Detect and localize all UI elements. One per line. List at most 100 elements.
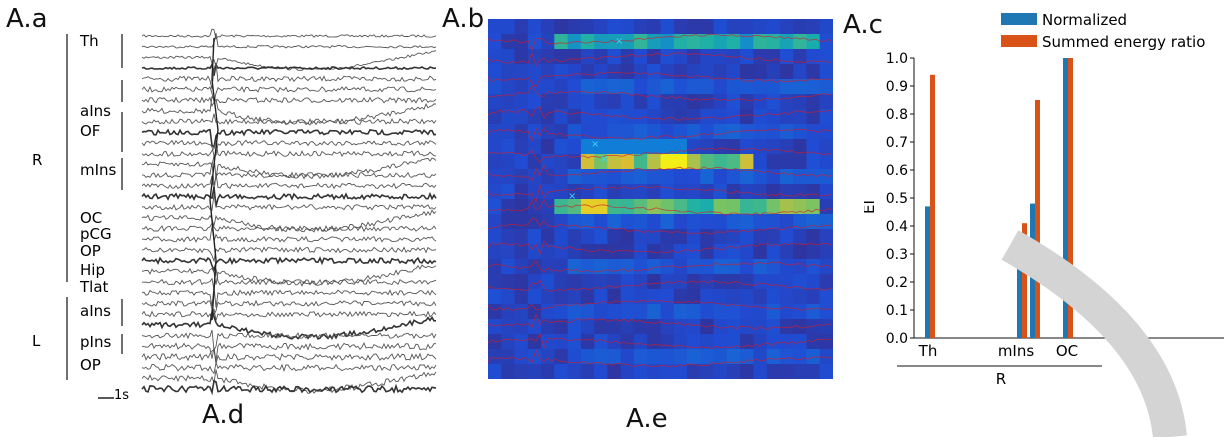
heatmap-cell	[501, 349, 516, 365]
heatmap-cell	[567, 64, 582, 80]
heatmap-cell	[819, 124, 833, 140]
bar-summed-energy	[1035, 100, 1040, 338]
heatmap-cell	[620, 259, 635, 275]
heatmap-cell	[660, 214, 675, 230]
eeg-trace	[141, 28, 437, 40]
heatmap-cell	[647, 154, 661, 170]
heatmap-cell	[514, 19, 529, 35]
heatmap-cell	[806, 244, 821, 260]
heatmap-cell	[766, 214, 781, 230]
heatmap-cell	[527, 259, 542, 275]
heatmap-cell	[501, 214, 516, 230]
heatmap-cell	[647, 199, 661, 215]
heatmap-cell	[488, 304, 502, 320]
heatmap-cell	[700, 34, 715, 50]
heatmap-cell	[806, 49, 821, 65]
heatmap-cell	[527, 334, 542, 350]
heatmap-cell	[660, 139, 675, 155]
heatmap-cell	[634, 304, 648, 320]
heatmap-cell	[514, 289, 529, 305]
ei-x-tick-label: OC	[1056, 342, 1078, 360]
heatmap-cell	[700, 274, 715, 290]
heatmap-cell	[567, 289, 582, 305]
heatmap-cell	[700, 289, 715, 305]
heatmap-cell	[793, 19, 807, 35]
heatmap-cell	[673, 64, 688, 80]
heatmap-cell	[793, 154, 807, 170]
heatmap-cell	[607, 94, 622, 110]
heatmap-cell	[580, 94, 595, 110]
heatmap-cell	[594, 154, 608, 170]
heatmap-cell	[753, 259, 768, 275]
heatmap-cell	[713, 169, 728, 185]
heatmap-cell	[766, 49, 781, 65]
heatmap-cell	[779, 229, 794, 245]
heatmap-cell	[501, 139, 516, 155]
heatmap-cell	[594, 19, 608, 35]
heatmap-cell	[607, 184, 622, 200]
channel-label: Th	[79, 32, 99, 50]
eeg-trace	[141, 209, 437, 233]
heatmap-cell	[713, 154, 728, 170]
heatmap-cell	[687, 94, 701, 110]
heatmap-cell	[501, 304, 516, 320]
heatmap-cell	[819, 34, 833, 50]
heatmap-cell	[700, 124, 715, 140]
eeg-trace	[141, 308, 436, 341]
heatmap-cell	[819, 64, 833, 80]
heatmap-cell	[567, 139, 582, 155]
heatmap-cell	[620, 34, 635, 50]
heatmap-cell	[713, 49, 728, 65]
heatmap-cell	[580, 304, 595, 320]
heatmap-cell	[620, 184, 635, 200]
heatmap-cell	[740, 94, 754, 110]
channel-label: OF	[80, 122, 100, 140]
heatmap-cell	[514, 259, 529, 275]
heatmap-cell	[541, 64, 555, 80]
channel-label: aIns	[80, 302, 111, 320]
heatmap-cell	[753, 289, 768, 305]
heatmap-cell	[647, 274, 661, 290]
heatmap-cell	[726, 184, 741, 200]
heatmap-cell	[726, 109, 741, 125]
heatmap-cell	[806, 109, 821, 125]
channel-label: OP	[80, 242, 101, 260]
heatmap-cell	[647, 139, 661, 155]
heatmap-cell	[766, 94, 781, 110]
heatmap-cell	[700, 109, 715, 125]
heatmap-cell	[766, 274, 781, 290]
heatmap-cell	[779, 334, 794, 350]
heatmap-cell	[541, 139, 555, 155]
heatmap-cell	[514, 109, 529, 125]
overlay-trace	[488, 147, 833, 163]
heatmap-cell	[488, 124, 502, 140]
heatmap-cell	[607, 154, 622, 170]
heatmap-cell	[620, 19, 635, 35]
channel-label: Tlat	[79, 278, 109, 296]
heatmap-cell	[687, 229, 701, 245]
channel-label: pIns	[80, 333, 111, 351]
overlay-trace	[488, 164, 833, 181]
heatmap-cell	[488, 334, 502, 350]
heatmap-cell	[634, 64, 648, 80]
heatmap-cell	[541, 154, 555, 170]
heatmap-cell	[501, 244, 516, 260]
heatmap-cell	[819, 154, 833, 170]
heatmap-cell	[527, 139, 542, 155]
heatmap-cell	[726, 304, 741, 320]
heatmap-cell	[620, 124, 635, 140]
seizure-onset-spike	[209, 37, 219, 321]
heatmap-cell	[501, 64, 516, 80]
heatmap-cell	[713, 214, 728, 230]
overlay-trace	[488, 260, 833, 273]
heatmap-cell	[660, 169, 675, 185]
heatmap-cell	[634, 259, 648, 275]
heatmap-cell	[687, 259, 701, 275]
heatmap-cell	[501, 94, 516, 110]
heatmap-cell	[819, 109, 833, 125]
heatmap-cell	[580, 49, 595, 65]
heatmap-cell	[514, 154, 529, 170]
heatmap-cell	[501, 109, 516, 125]
heatmap-cell	[753, 244, 768, 260]
heatmap-cell	[527, 19, 542, 35]
